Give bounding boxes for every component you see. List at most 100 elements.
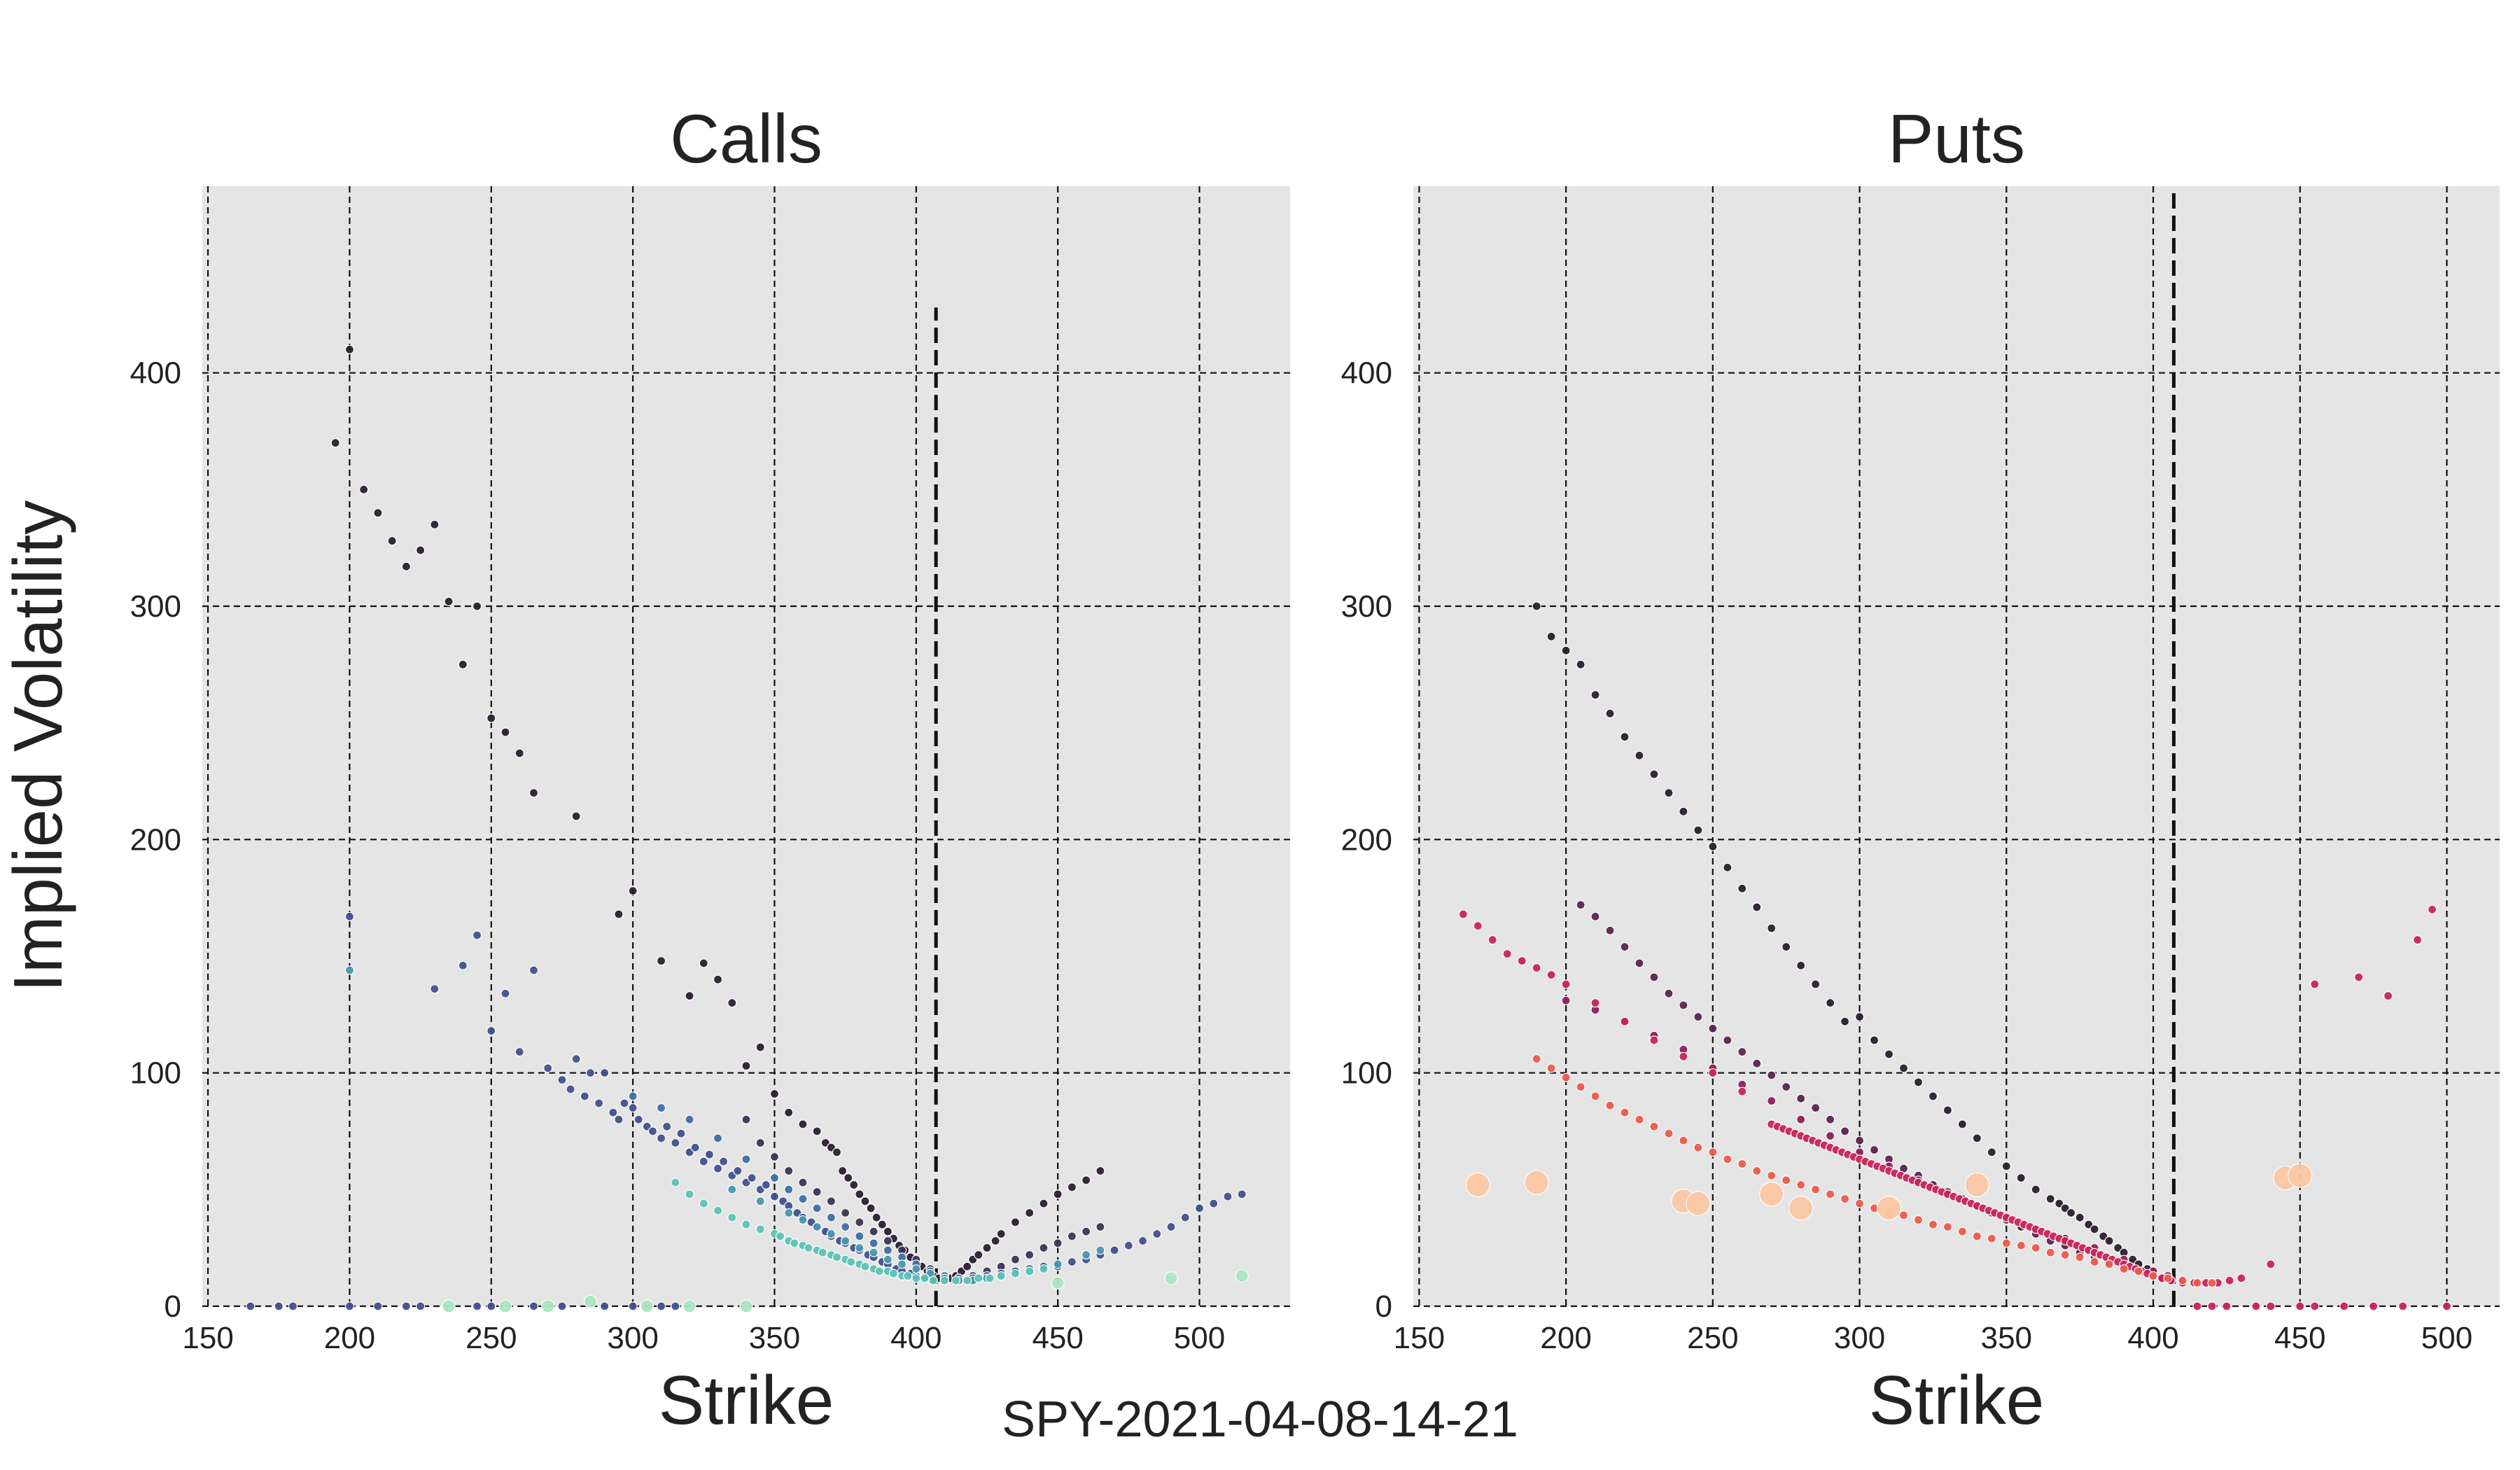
puts-scatter-point <box>2066 1208 2076 1218</box>
calls-scatter-point <box>580 1091 589 1101</box>
puts-scatter-point <box>1679 806 1688 816</box>
calls-scatter-point <box>656 956 666 966</box>
puts-scatter-point <box>1796 1180 1806 1190</box>
puts-scatter-point <box>1796 1093 1806 1103</box>
calls-scatter-point <box>685 1114 694 1124</box>
puts-scatter-point <box>1987 1233 1996 1243</box>
puts-scatter-point <box>2354 972 2364 982</box>
puts-scatter-point <box>1913 1077 1924 1087</box>
figure-suptitle: SPY-2021-04-08-14-21 <box>1002 1392 1518 1448</box>
calls-scatter-point <box>1053 1189 1063 1199</box>
calls-scatter-point <box>888 1268 899 1278</box>
calls-scatter-point <box>387 536 397 546</box>
calls-scatter-point <box>798 1119 808 1129</box>
calls-scatter-point <box>571 1054 581 1064</box>
calls-scatter-point <box>685 991 694 1001</box>
calls-scatter-point <box>682 1299 696 1313</box>
calls-scatter-point <box>832 1252 842 1262</box>
puts-scatter-point <box>1767 1170 1777 1180</box>
calls-scatter-point <box>344 965 355 975</box>
puts-x-tick-label: 450 <box>2274 1321 2325 1355</box>
puts-scatter-point <box>1876 1196 1902 1221</box>
calls-scatter-point <box>713 1205 723 1215</box>
puts-scatter-point <box>1465 1172 1490 1198</box>
puts-scatter-point <box>1972 1231 1982 1241</box>
calls-scatter-point <box>472 601 482 611</box>
puts-scatter-point <box>1782 1082 1791 1092</box>
calls-scatter-point <box>1025 1250 1035 1260</box>
calls-scatter-point <box>1039 1243 1049 1253</box>
puts-scatter-point <box>1458 909 1468 919</box>
puts-scatter-point <box>2119 1264 2129 1274</box>
puts-scatter-point <box>2310 1301 2320 1311</box>
calls-scatter-point <box>1053 1259 1063 1269</box>
calls-scatter-point <box>804 1243 813 1253</box>
calls-scatter-point <box>1166 1222 1176 1232</box>
calls-scatter-point <box>883 1226 892 1236</box>
puts-scatter-point <box>1620 1016 1630 1026</box>
calls-scatter-point <box>699 1198 708 1208</box>
puts-scatter-point <box>1679 1000 1688 1010</box>
calls-scatter-point <box>330 438 340 448</box>
calls-scatter-point <box>812 1222 822 1232</box>
puts-scatter-point <box>1767 923 1777 933</box>
calls-scatter-point <box>585 1068 596 1078</box>
puts-scatter-point <box>1723 1035 1732 1045</box>
calls-scatter-point <box>1194 1203 1205 1213</box>
calls-scatter-point <box>1082 1250 1091 1260</box>
calls-scatter-point <box>628 886 638 896</box>
calls-scatter-point <box>1164 1271 1178 1285</box>
calls-scatter-point <box>359 484 369 494</box>
calls-scatter-point <box>344 344 355 354</box>
calls-scatter-point <box>634 1114 643 1124</box>
calls-scatter-point <box>855 1217 864 1227</box>
calls-scatter-point <box>690 1142 700 1152</box>
calls-scatter-point <box>648 1126 658 1136</box>
puts-scatter-point <box>2288 1163 2313 1188</box>
puts-scatter-point <box>1796 1114 1806 1124</box>
puts-scatter-point <box>1987 1147 1996 1157</box>
calls-scatter-point <box>401 561 411 571</box>
puts-scatter-point <box>1928 1219 1938 1229</box>
puts-scatter-point <box>1590 1091 1600 1101</box>
calls-scatter-point <box>656 1301 666 1311</box>
calls-scatter-point <box>583 1294 598 1308</box>
calls-scatter-point <box>883 1236 892 1246</box>
calls-scatter-point <box>628 1091 638 1101</box>
puts-scatter-point <box>1664 988 1674 998</box>
puts-scatter-point <box>1972 1133 1982 1143</box>
puts-scatter-point <box>2222 1301 2232 1311</box>
calls-scatter-point <box>671 1177 680 1187</box>
puts-scatter-point <box>1708 841 1718 851</box>
calls-scatter-point <box>713 974 723 984</box>
calls-scatter-point <box>974 1250 983 1260</box>
puts-scatter-point <box>1737 883 1747 893</box>
calls-scatter-point <box>1152 1229 1162 1239</box>
calls-title: Calls <box>670 100 822 177</box>
puts-scatter-point <box>1913 1215 1924 1225</box>
puts-panel: 150 200 250 300 350 400 450 500 0 100 200 300 400 Put… <box>1341 100 2500 1438</box>
calls-scatter-point <box>866 1203 876 1213</box>
calls-scatter-point <box>274 1301 284 1311</box>
puts-scatter-point <box>1590 690 1600 700</box>
calls-scatter-point <box>1223 1191 1233 1201</box>
calls-scatter-point <box>877 1219 887 1229</box>
puts-scatter-point <box>2192 1301 2202 1311</box>
calls-scatter-point <box>442 1299 456 1313</box>
puts-scatter-point <box>1664 788 1674 798</box>
puts-x-tick-label: 200 <box>1540 1321 1591 1355</box>
calls-scatter-point <box>458 960 468 970</box>
calls-scatter-point <box>832 1147 842 1157</box>
puts-scatter-point <box>1737 1086 1747 1096</box>
puts-scatter-point <box>1957 1226 1967 1236</box>
puts-scatter-point <box>2001 1161 2011 1171</box>
calls-scatter-point <box>1053 1238 1063 1248</box>
puts-scatter-point <box>1854 1198 1865 1208</box>
calls-scatter-point <box>869 1247 878 1257</box>
puts-scatter-point <box>1517 956 1527 966</box>
puts-x-tick-label: 400 <box>2127 1321 2178 1355</box>
calls-scatter-point <box>1025 1266 1035 1276</box>
calls-scatter-point <box>860 1261 870 1271</box>
puts-scatter-point <box>1708 1147 1718 1157</box>
calls-scatter-point <box>528 965 539 975</box>
